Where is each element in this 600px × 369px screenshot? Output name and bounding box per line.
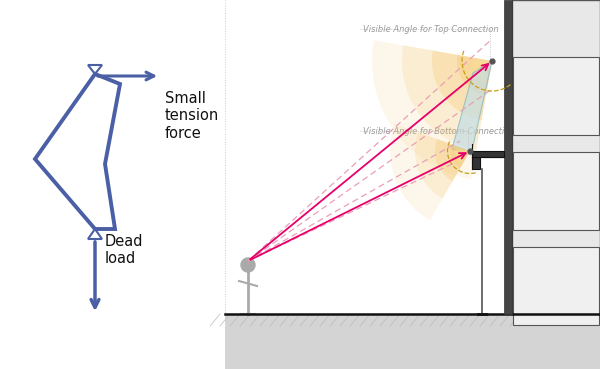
Bar — [513, 247, 599, 325]
Wedge shape — [472, 61, 492, 79]
Wedge shape — [450, 144, 470, 168]
Bar — [512, 0, 600, 314]
Bar — [225, 314, 600, 369]
Wedge shape — [457, 55, 492, 96]
Text: Visible Angle for Bottom Connection: Visible Angle for Bottom Connection — [363, 127, 515, 135]
Wedge shape — [435, 139, 470, 181]
Text: Dead
load: Dead load — [105, 234, 143, 266]
Bar — [513, 152, 599, 230]
Bar — [513, 57, 599, 135]
Polygon shape — [472, 151, 504, 169]
Wedge shape — [402, 45, 492, 150]
Circle shape — [241, 258, 255, 272]
Text: Visible Angle for Top Connection: Visible Angle for Top Connection — [363, 24, 499, 34]
Wedge shape — [372, 40, 492, 179]
Wedge shape — [455, 150, 470, 162]
Wedge shape — [390, 124, 470, 220]
Wedge shape — [432, 51, 492, 120]
Bar — [504, 0, 512, 314]
Text: Small
tension
force: Small tension force — [165, 91, 219, 141]
Wedge shape — [415, 132, 470, 199]
Polygon shape — [452, 61, 492, 155]
